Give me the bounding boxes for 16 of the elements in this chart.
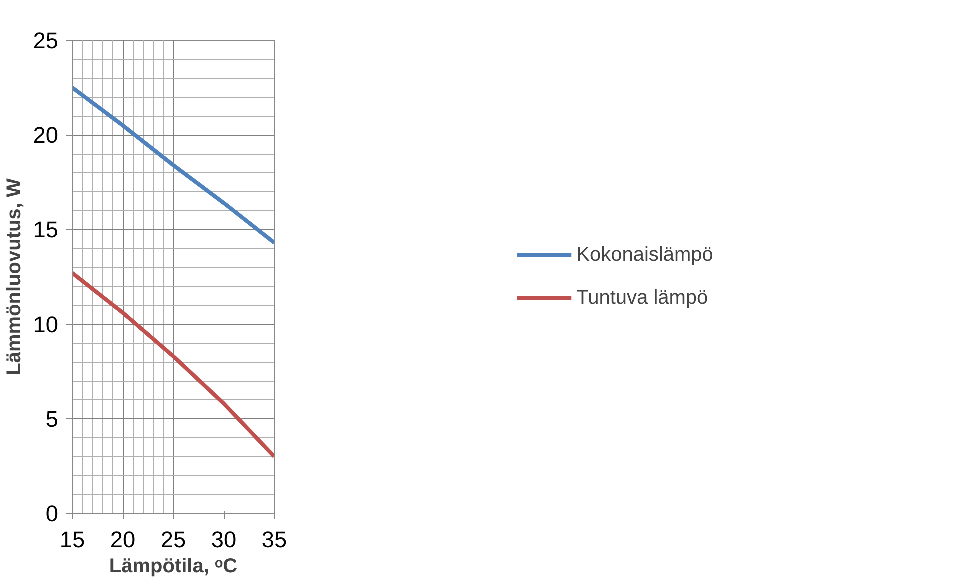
line-series bbox=[72, 86, 274, 245]
legend-label: Kokonaislämpö bbox=[576, 244, 714, 266]
y-tick-label: 10 bbox=[33, 311, 58, 338]
line-series bbox=[72, 271, 274, 459]
y-tick-label: 0 bbox=[46, 500, 59, 526]
x-tick-label: 25 bbox=[160, 526, 186, 552]
y-tick-label: 20 bbox=[33, 122, 58, 148]
y-tick-label: 25 bbox=[33, 28, 58, 54]
x-tick-label: 30 bbox=[211, 526, 237, 552]
x-axis-title: Lämpötila, ᵒC bbox=[109, 556, 238, 578]
y-tick-label: 15 bbox=[33, 216, 58, 243]
y-tick-label: 5 bbox=[46, 406, 59, 432]
x-tick-label: 35 bbox=[262, 526, 288, 552]
legend-label: Tuntuva lämpö bbox=[576, 286, 708, 310]
x-tick-label: 20 bbox=[110, 526, 136, 552]
y-axis-title: Lämmönluovutus, W bbox=[3, 178, 26, 376]
